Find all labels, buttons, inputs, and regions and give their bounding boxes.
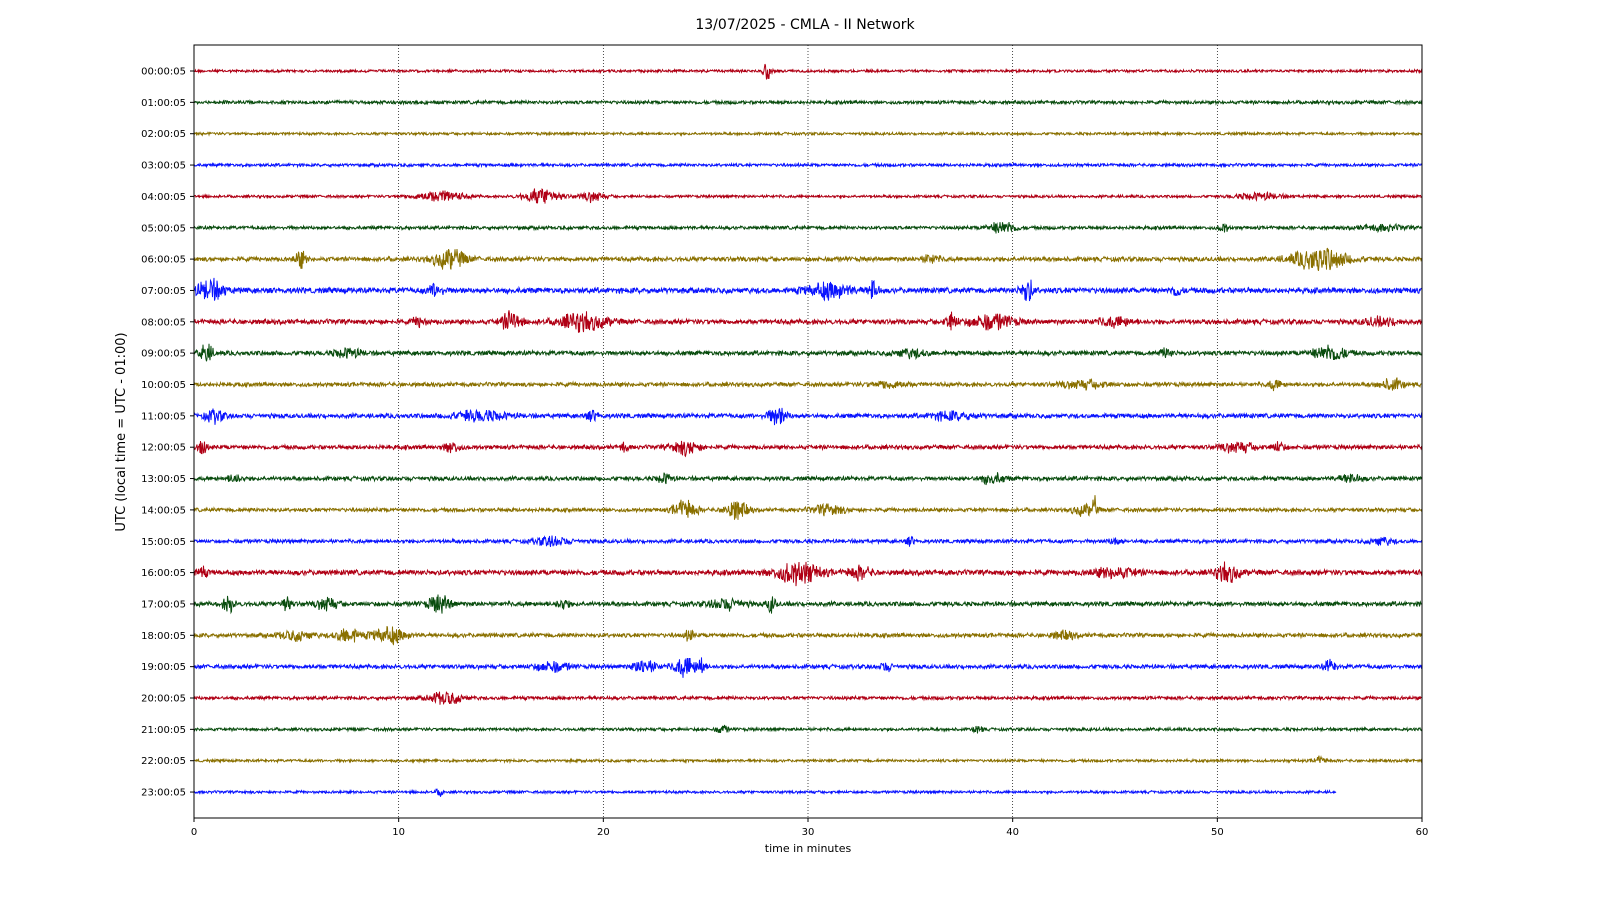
x-gridlines (398, 45, 1218, 818)
y-tick-label: 12:00:05 (141, 443, 186, 454)
trace-16:00:05 (193, 561, 1423, 587)
trace-04:00:05 (193, 188, 1423, 204)
x-tick-label: 50 (1211, 827, 1224, 838)
trace-00:00:05 (193, 63, 1423, 80)
trace-14:00:05 (193, 495, 1423, 520)
trace-06:00:05 (193, 247, 1423, 271)
y-tick-label: 10:00:05 (141, 380, 186, 391)
x-axis-label: time in minutes (765, 842, 852, 855)
y-tick-label: 18:00:05 (141, 631, 186, 642)
x-tick-label: 40 (1006, 827, 1019, 838)
trace-18:00:05 (193, 625, 1423, 646)
y-tick-label: 02:00:05 (141, 129, 186, 140)
y-tick-label: 01:00:05 (141, 98, 186, 109)
trace-07:00:05 (193, 277, 1423, 302)
y-tick-label: 04:00:05 (141, 192, 186, 203)
y-axis-label: UTC (local time = UTC - 01:00) (114, 332, 129, 531)
trace-21:00:05 (193, 724, 1423, 734)
x-tick-label: 60 (1416, 827, 1429, 838)
trace-19:00:05 (193, 657, 1423, 678)
y-tick-label: 19:00:05 (141, 662, 186, 673)
y-tick-label: 23:00:05 (141, 788, 186, 799)
trace-09:00:05 (193, 343, 1423, 362)
trace-13:00:05 (193, 472, 1423, 486)
x-tick-labels: 0 10 20 30 40 50 60 (191, 818, 1429, 838)
y-tick-label: 15:00:05 (141, 537, 186, 548)
trace-22:00:05 (193, 755, 1423, 765)
y-tick-label: 07:00:05 (141, 286, 186, 297)
y-tick-label: 11:00:05 (141, 411, 186, 422)
x-tick-label: 20 (597, 827, 610, 838)
x-tick-label: 30 (802, 827, 815, 838)
x-tick-label: 0 (191, 827, 197, 838)
trace-11:00:05 (193, 407, 1423, 426)
trace-12:00:05 (193, 440, 1423, 458)
seismic-traces (193, 63, 1423, 797)
trace-17:00:05 (193, 594, 1423, 615)
trace-15:00:05 (193, 535, 1423, 547)
y-tick-label: 09:00:05 (141, 349, 186, 360)
trace-03:00:05 (193, 161, 1423, 169)
y-tick-label: 17:00:05 (141, 599, 186, 610)
y-tick-label: 13:00:05 (141, 474, 186, 485)
trace-05:00:05 (193, 222, 1423, 234)
trace-10:00:05 (193, 377, 1423, 392)
trace-01:00:05 (193, 98, 1423, 107)
y-tick-label: 16:00:05 (141, 568, 186, 579)
y-tick-label: 00:00:05 (141, 67, 186, 78)
y-tick-label: 03:00:05 (141, 161, 186, 172)
trace-08:00:05 (193, 310, 1423, 333)
y-tick-labels: 00:00:05 01:00:05 02:00:05 03:00:05 04:00:05… (141, 67, 194, 799)
y-tick-label: 22:00:05 (141, 756, 186, 767)
y-tick-label: 14:00:05 (141, 505, 186, 516)
y-tick-label: 21:00:05 (141, 725, 186, 736)
plot-frame (193, 44, 1423, 819)
y-tick-label: 20:00:05 (141, 694, 186, 705)
trace-20:00:05 (193, 691, 1423, 705)
trace-02:00:05 (193, 130, 1423, 138)
y-tick-label: 05:00:05 (141, 223, 186, 234)
y-tick-label: 08:00:05 (141, 317, 186, 328)
x-tick-label: 10 (392, 827, 405, 838)
chart-title: 13/07/2025 - CMLA - II Network (695, 17, 915, 33)
y-tick-label: 06:00:05 (141, 255, 186, 266)
trace-23:00:05 (193, 788, 1337, 797)
